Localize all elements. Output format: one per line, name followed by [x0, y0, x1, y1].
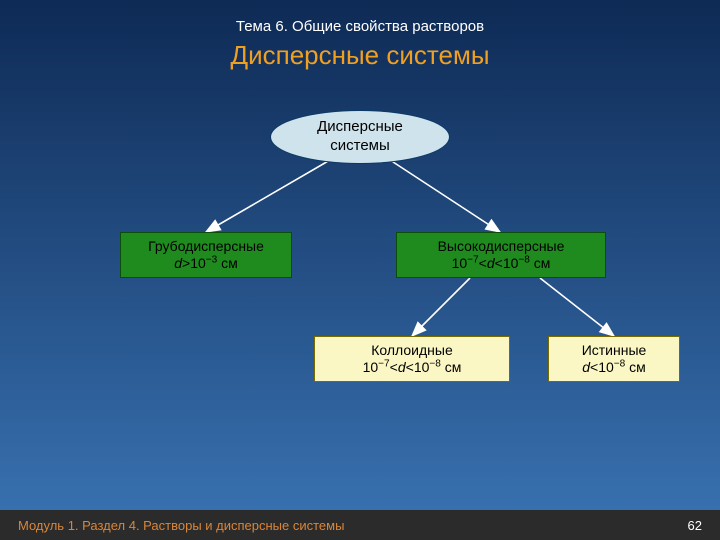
- node-true: Истинные d<10−8 см: [548, 336, 680, 382]
- connectors: [0, 0, 720, 540]
- slide: Тема 6. Общие свойства растворов Дисперс…: [0, 0, 720, 540]
- slide-title: Дисперсные системы: [0, 40, 720, 71]
- footer-left: Модуль 1. Раздел 4. Растворы и дисперсны…: [18, 518, 344, 533]
- node-fine: Высокодисперсные 10−7<d<10−8 см: [396, 232, 606, 278]
- node-colloid-line2: 10−7<d<10−8 см: [363, 359, 462, 377]
- page-number: 62: [688, 518, 702, 533]
- node-root-line1: Дисперсные: [317, 118, 403, 137]
- node-coarse-line2: d>10−3 см: [174, 255, 238, 273]
- node-true-line2: d<10−8 см: [582, 359, 646, 377]
- node-root-line2: системы: [330, 137, 390, 156]
- topic-line: Тема 6. Общие свойства растворов: [0, 18, 720, 35]
- node-colloid: Коллоидные 10−7<d<10−8 см: [314, 336, 510, 382]
- node-fine-line1: Высокодисперсные: [438, 238, 565, 256]
- node-true-line1: Истинные: [582, 342, 647, 360]
- node-root: Дисперсные системы: [270, 110, 450, 164]
- node-fine-line2: 10−7<d<10−8 см: [452, 255, 551, 273]
- node-coarse-line1: Грубодисперсные: [148, 238, 264, 256]
- node-colloid-line1: Коллоидные: [371, 342, 452, 360]
- footer-bar: Модуль 1. Раздел 4. Растворы и дисперсны…: [0, 510, 720, 540]
- node-coarse: Грубодисперсные d>10−3 см: [120, 232, 292, 278]
